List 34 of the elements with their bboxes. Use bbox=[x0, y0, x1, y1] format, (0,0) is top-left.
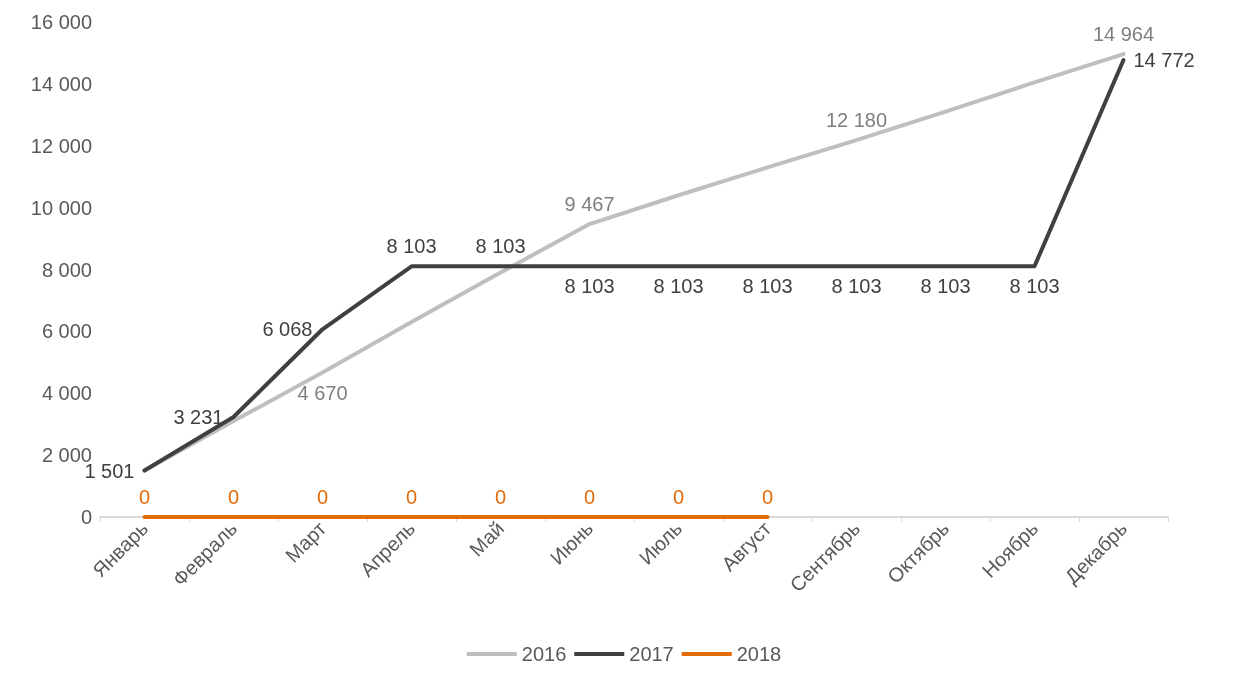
data-label: 8 103 bbox=[742, 275, 793, 298]
data-label: 12 180 bbox=[825, 109, 888, 132]
data-label: 0 bbox=[583, 486, 596, 508]
legend-label: 2018 bbox=[736, 643, 782, 665]
data-label: 14 772 bbox=[1133, 48, 1195, 71]
y-tick-label: 0 bbox=[80, 506, 92, 528]
data-label: 0 bbox=[761, 486, 774, 508]
data-label: 0 bbox=[494, 486, 507, 508]
data-label: 0 bbox=[227, 486, 240, 508]
data-label: 8 103 bbox=[653, 275, 704, 298]
data-label: 8 103 bbox=[386, 235, 437, 258]
data-label: 8 103 bbox=[564, 275, 615, 298]
y-tick-label: 10 000 bbox=[30, 196, 92, 219]
data-label: 8 103 bbox=[475, 235, 526, 258]
data-label: 4 670 bbox=[297, 381, 348, 404]
data-label: 0 bbox=[672, 486, 685, 508]
legend-label: 2016 bbox=[521, 643, 567, 665]
data-label: 8 103 bbox=[920, 275, 971, 298]
data-label: 8 103 bbox=[831, 275, 882, 298]
data-label: 0 bbox=[316, 486, 329, 508]
data-label: 3 231 bbox=[173, 406, 224, 429]
y-tick-label: 4 000 bbox=[41, 382, 92, 405]
data-label: 9 467 bbox=[564, 193, 615, 216]
data-label: 6 068 bbox=[262, 318, 313, 341]
y-tick-label: 12 000 bbox=[30, 134, 92, 157]
data-label: 0 bbox=[405, 486, 418, 508]
y-tick-label: 16 000 bbox=[30, 11, 92, 33]
y-tick-label: 14 000 bbox=[30, 72, 92, 95]
data-label: 14 964 bbox=[1092, 23, 1155, 46]
data-label: 8 103 bbox=[1009, 275, 1060, 298]
data-label: 0 bbox=[138, 486, 151, 508]
y-tick-label: 6 000 bbox=[41, 320, 92, 343]
y-tick-label: 8 000 bbox=[41, 258, 92, 281]
legend-label: 2017 bbox=[629, 643, 674, 665]
